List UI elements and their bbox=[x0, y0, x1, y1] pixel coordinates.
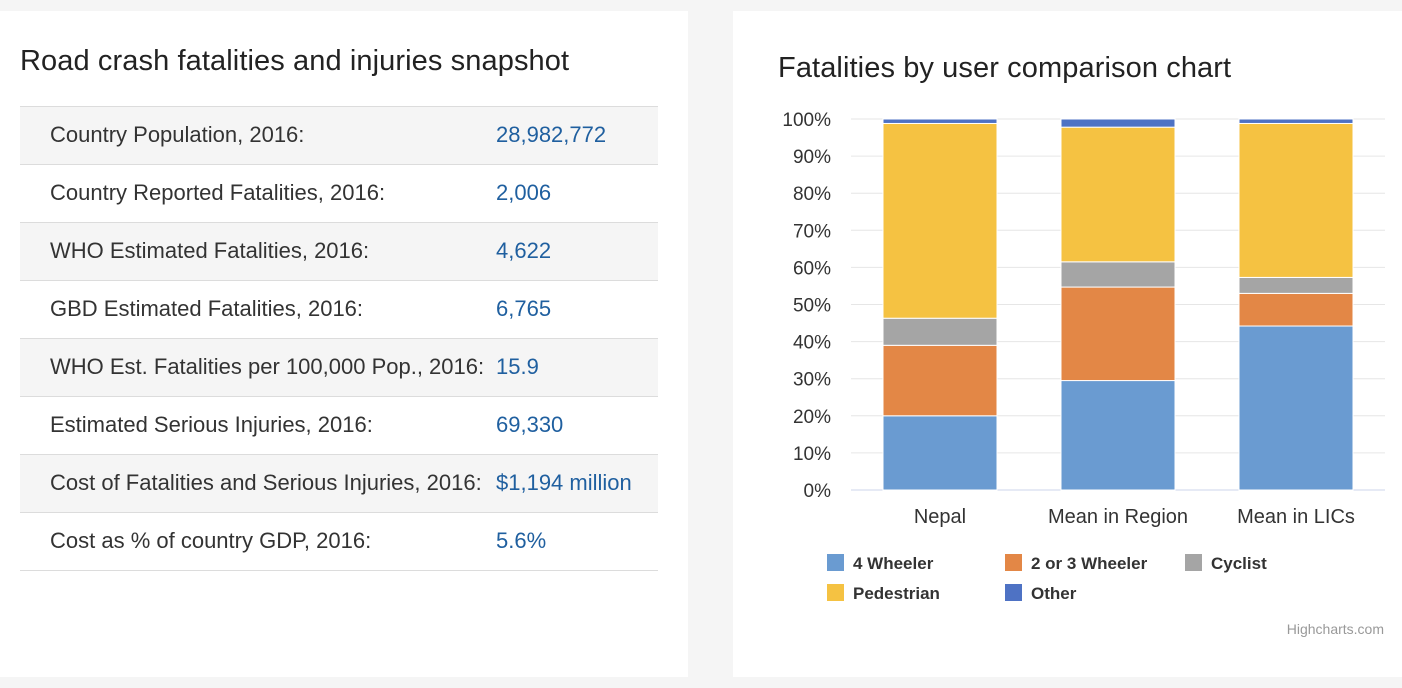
chart-panel: Fatalities by user comparison chart 0% 10… bbox=[733, 11, 1402, 677]
table-row: WHO Estimated Fatalities, 2016: 4,622 bbox=[20, 222, 658, 281]
bar-segment-cyclist[interactable] bbox=[1060, 261, 1176, 288]
y-tick-label: 100% bbox=[782, 110, 831, 131]
chart-title: Fatalities by user comparison chart bbox=[778, 52, 1232, 84]
table-row: WHO Est. Fatalities per 100,000 Pop., 20… bbox=[20, 338, 658, 397]
bar-segment-other[interactable] bbox=[882, 118, 998, 124]
y-tick-label: 10% bbox=[793, 444, 831, 465]
bar-segment-4-wheeler[interactable] bbox=[1060, 380, 1176, 491]
bar-segment-2-or-3-wheeler[interactable] bbox=[882, 344, 998, 417]
bar-segment-2-or-3-wheeler[interactable] bbox=[1060, 286, 1176, 382]
legend-label: 2 or 3 Wheeler bbox=[1031, 554, 1148, 573]
row-label: Country Reported Fatalities, 2016: bbox=[50, 180, 386, 205]
bar-segment-4-wheeler[interactable] bbox=[1238, 325, 1354, 491]
legend-swatch bbox=[1005, 584, 1022, 601]
row-value: 28,982,772 bbox=[496, 122, 607, 147]
y-tick-label: 50% bbox=[793, 296, 831, 317]
y-axis-ticks: 0% 10% 20% 30% 40% 50% 60% 70% 80% 90% 100% bbox=[782, 110, 831, 502]
x-category-label: Mean in LICs bbox=[1237, 506, 1355, 528]
legend: 4 Wheeler 2 or 3 Wheeler Cyclist Pedestrian… bbox=[827, 554, 1267, 603]
legend-swatch bbox=[1185, 554, 1202, 571]
bar-segment-cyclist[interactable] bbox=[1238, 276, 1354, 294]
snapshot-panel: Road crash fatalities and injuries snaps… bbox=[0, 11, 688, 677]
legend-item-4-wheeler[interactable]: 4 Wheeler bbox=[827, 554, 934, 573]
table-row: GBD Estimated Fatalities, 2016: 6,765 bbox=[20, 280, 658, 339]
row-label: WHO Estimated Fatalities, 2016: bbox=[50, 238, 370, 263]
table-row: Cost as % of country GDP, 2016: 5.6% bbox=[20, 512, 658, 571]
y-tick-label: 0% bbox=[804, 481, 832, 502]
row-label: Country Population, 2016: bbox=[50, 122, 305, 147]
y-tick-label: 60% bbox=[793, 258, 831, 279]
bar-segment-other[interactable] bbox=[1060, 118, 1176, 128]
y-tick-label: 30% bbox=[793, 370, 831, 391]
bars bbox=[882, 118, 1354, 491]
row-label: Cost of Fatalities and Serious Injuries,… bbox=[50, 470, 482, 495]
x-category-label: Mean in Region bbox=[1048, 506, 1188, 528]
y-tick-label: 40% bbox=[793, 333, 831, 354]
y-tick-label: 80% bbox=[793, 184, 831, 205]
bar-segment-other[interactable] bbox=[1238, 118, 1354, 124]
snapshot-title: Road crash fatalities and injuries snaps… bbox=[20, 45, 570, 77]
y-tick-label: 20% bbox=[793, 407, 831, 428]
bar-segment-cyclist[interactable] bbox=[882, 317, 998, 346]
row-value: 15.9 bbox=[496, 354, 539, 379]
row-value: 5.6% bbox=[496, 528, 547, 553]
legend-item-pedestrian[interactable]: Pedestrian bbox=[827, 584, 940, 603]
row-label: Estimated Serious Injuries, 2016: bbox=[50, 412, 373, 437]
table-row: Country Population, 2016: 28,982,772 bbox=[20, 106, 658, 165]
row-label: GBD Estimated Fatalities, 2016: bbox=[50, 296, 364, 321]
legend-label: 4 Wheeler bbox=[853, 554, 934, 573]
x-axis-categories: Nepal Mean in Region Mean in LICs bbox=[914, 506, 1355, 528]
row-value: $1,194 million bbox=[496, 470, 632, 495]
y-tick-label: 90% bbox=[793, 147, 831, 168]
row-value: 6,765 bbox=[496, 296, 552, 321]
legend-swatch bbox=[827, 554, 844, 571]
bar-segment-pedestrian[interactable] bbox=[1238, 122, 1354, 278]
table-row: Cost of Fatalities and Serious Injuries,… bbox=[20, 454, 658, 513]
legend-swatch bbox=[827, 584, 844, 601]
row-value: 69,330 bbox=[496, 412, 564, 437]
chart-credit[interactable]: Highcharts.com bbox=[1287, 621, 1384, 637]
row-value: 2,006 bbox=[496, 180, 552, 205]
y-tick-label: 70% bbox=[793, 221, 831, 242]
legend-item-2-or-3-wheeler[interactable]: 2 or 3 Wheeler bbox=[1005, 554, 1148, 573]
legend-swatch bbox=[1005, 554, 1022, 571]
stacked-bar-chart: 0% 10% 20% 30% 40% 50% 60% 70% 80% 90% 100% Nepal M… bbox=[782, 110, 1385, 637]
bar-segment-2-or-3-wheeler[interactable] bbox=[1238, 292, 1354, 327]
row-label: Cost as % of country GDP, 2016: bbox=[50, 528, 372, 553]
snapshot-table: Country Population, 2016: 28,982,772 Cou… bbox=[20, 106, 658, 571]
legend-label: Other bbox=[1031, 584, 1077, 603]
table-row: Estimated Serious Injuries, 2016: 69,330 bbox=[20, 396, 658, 455]
row-label: WHO Est. Fatalities per 100,000 Pop., 20… bbox=[50, 354, 485, 379]
legend-item-cyclist[interactable]: Cyclist bbox=[1185, 554, 1267, 573]
table-row: Country Reported Fatalities, 2016: 2,006 bbox=[20, 164, 658, 223]
bar-segment-4-wheeler[interactable] bbox=[882, 415, 998, 491]
bar-segment-pedestrian[interactable] bbox=[1060, 126, 1176, 263]
x-category-label: Nepal bbox=[914, 506, 966, 528]
bar-segment-pedestrian[interactable] bbox=[882, 122, 998, 319]
legend-label: Cyclist bbox=[1211, 554, 1267, 573]
legend-item-other[interactable]: Other bbox=[1005, 584, 1077, 603]
row-value: 4,622 bbox=[496, 238, 552, 263]
legend-label: Pedestrian bbox=[853, 584, 940, 603]
